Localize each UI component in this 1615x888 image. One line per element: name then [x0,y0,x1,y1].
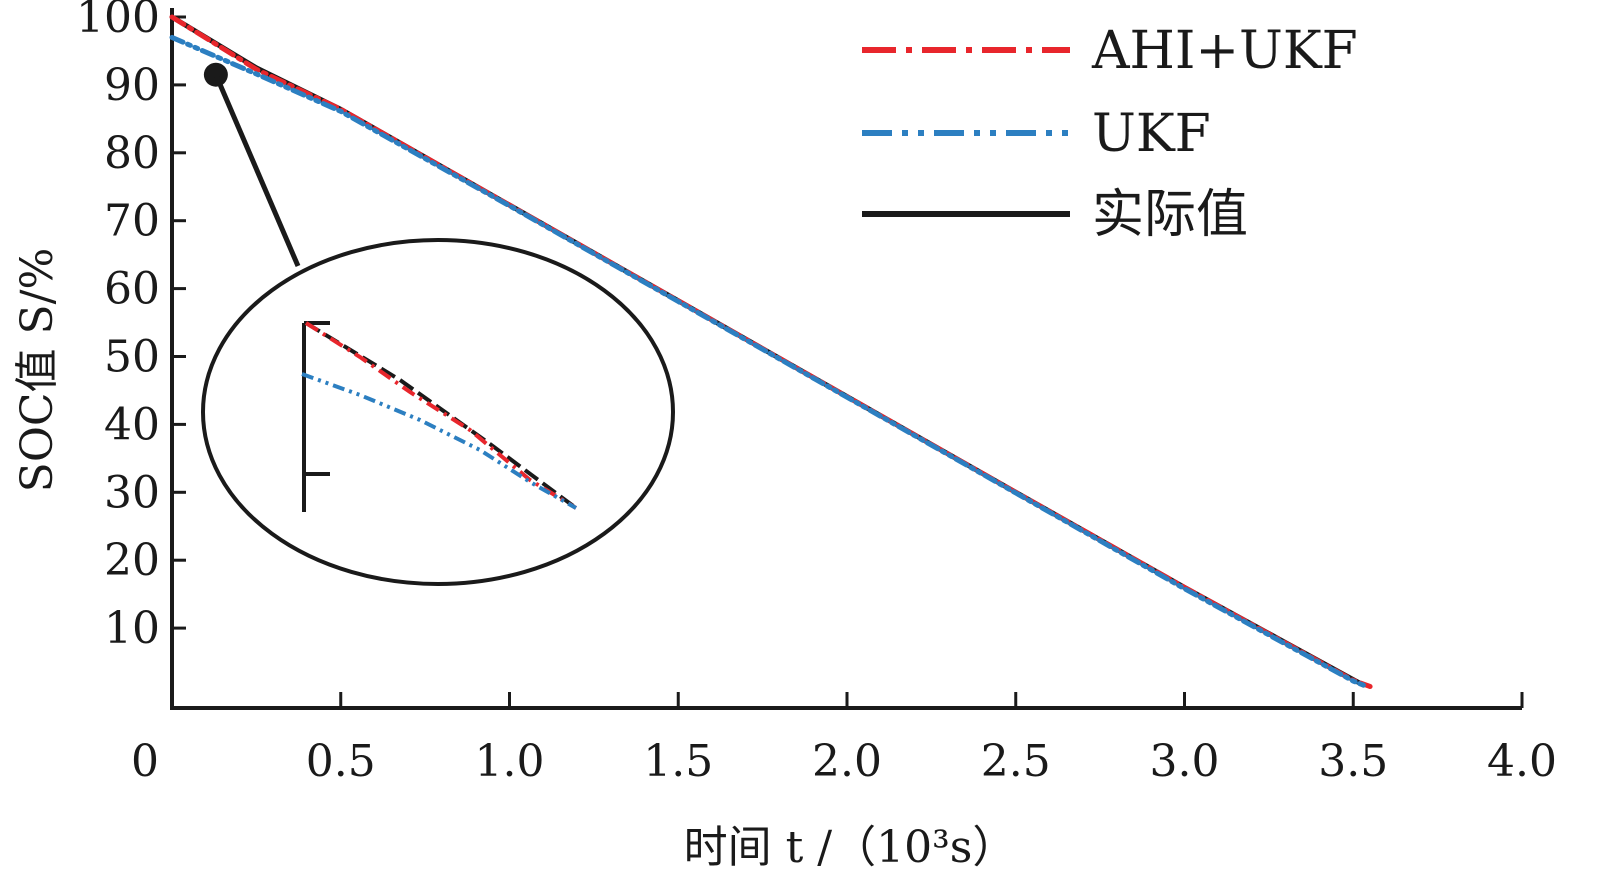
series-layer [169,14,1373,689]
y-tick-label: 60 [104,264,160,315]
x-tick-label: 4.0 [1487,736,1557,787]
zoom-inset [201,62,675,586]
y-tick-label: 40 [104,399,160,450]
x-axis-title: 时间 t /（10³s） [684,822,1017,873]
x-tick-label: 1.5 [643,736,713,787]
x-tick-label: 0.5 [306,736,376,787]
y-tick-label: 20 [104,535,160,586]
legend-label: 实际值 [1092,185,1248,245]
legend-label: AHI+UKF [1091,21,1358,81]
y-tick-label: 100 [76,0,160,43]
inset-ukf-line [301,372,577,510]
y-tick-label: 90 [104,60,160,111]
y-ticks: 100 90 80 70 60 50 40 30 20 10 [76,0,186,654]
y-tick-label: 30 [104,467,160,518]
zoom-connector-line [213,73,301,267]
y-axis-title: SOC值 S/% [12,248,63,493]
x-tick-label: 3.0 [1150,736,1220,787]
x-tick-label: 3.5 [1318,736,1388,787]
y-tick-label: 80 [104,128,160,179]
zoom-ellipse [201,238,675,586]
x-tick-label: 1.0 [475,736,545,787]
y-tick-label: 10 [104,603,160,654]
inset-ahi-ukf-line [304,321,578,510]
series-line-ukf [169,34,1366,688]
x-ticks: 0 0.5 1.0 1.5 2.0 2.5 3.0 3.5 4.0 [131,692,1557,787]
x-tick-label: 2.5 [981,736,1051,787]
x-tick-label: 0 [131,736,159,787]
y-tick-label: 70 [104,196,160,247]
legend-label: UKF [1092,104,1211,164]
y-tick-label: 50 [104,332,160,383]
x-tick-label: 2.0 [812,736,882,787]
legend: AHI+UKF UKF 实际值 [862,21,1358,245]
